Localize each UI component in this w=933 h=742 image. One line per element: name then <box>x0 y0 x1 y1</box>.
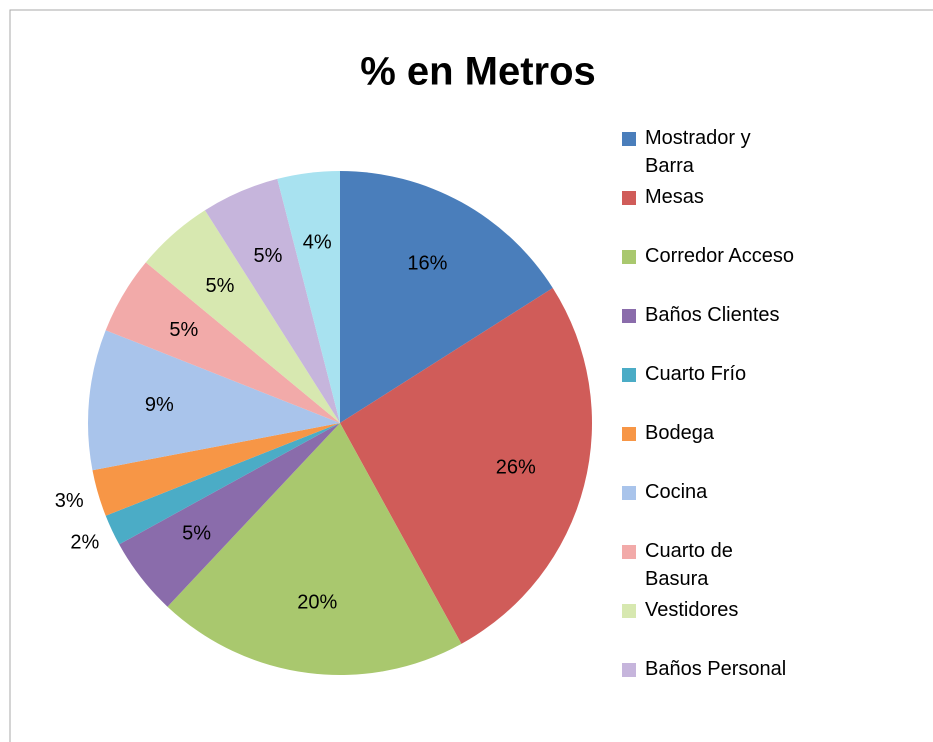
legend-item: Baños Personal <box>622 655 795 683</box>
legend-swatch <box>622 604 636 618</box>
data-label: 5% <box>169 319 198 341</box>
legend-item: Cuarto de Basura <box>622 537 795 593</box>
data-label: 16% <box>407 252 447 274</box>
legend-label: Cuarto de Basura <box>645 540 733 590</box>
pie-slice <box>277 171 340 423</box>
legend-label: Bodega <box>645 422 714 444</box>
legend-swatch <box>622 663 636 677</box>
pie-slice <box>105 262 341 423</box>
legend-label: Baños Personal <box>645 658 787 680</box>
legend-item: Cuarto Frío <box>622 360 795 388</box>
data-label: 26% <box>496 456 536 478</box>
legend-label: Mesas <box>645 186 704 208</box>
legend-swatch <box>622 250 636 264</box>
legend-label: Mostrador y Barra <box>645 127 751 177</box>
legend-swatch <box>622 191 636 205</box>
legend-label: Cuarto Frío <box>645 363 747 385</box>
legend-label: Vestidores <box>645 599 739 621</box>
pie-slice <box>92 423 340 516</box>
frame <box>9 9 933 742</box>
legend-item: Corredor Acceso <box>622 242 795 270</box>
data-label: 5% <box>206 275 235 297</box>
legend-swatch <box>622 427 636 441</box>
legend-swatch <box>622 309 636 323</box>
legend-swatch <box>622 368 636 382</box>
legend-swatch <box>622 486 636 500</box>
legend-item: Cocina <box>622 478 795 506</box>
data-label: 4% <box>303 231 332 253</box>
chart-title: % en Metros <box>360 50 596 94</box>
pie-slice <box>204 178 340 423</box>
data-label: 3% <box>55 490 84 512</box>
legend-item: Mesas <box>622 183 795 211</box>
legend-swatch <box>622 545 636 559</box>
pie-slice <box>119 423 340 607</box>
data-label: 5% <box>253 245 282 267</box>
legend-item: Bodega <box>622 419 795 447</box>
pie-slice <box>145 210 340 423</box>
pie-slice <box>340 287 592 644</box>
legend-label: Cocina <box>645 481 708 503</box>
pie-slice <box>167 423 462 675</box>
pie-slice <box>88 330 340 471</box>
data-label: 5% <box>182 522 211 544</box>
pie-slice <box>105 423 341 545</box>
data-label: 20% <box>297 591 337 613</box>
legend-label: Corredor Acceso <box>645 245 794 267</box>
legend-item: Mostrador y Barra <box>622 124 795 180</box>
data-label: 9% <box>145 394 174 416</box>
legend-item: Baños Clientes <box>622 301 795 329</box>
legend-swatch <box>622 132 636 146</box>
data-label: 2% <box>70 531 99 553</box>
pie-slice <box>340 171 553 423</box>
legend-item: Vestidores <box>622 596 795 624</box>
legend-label: Baños Clientes <box>645 304 780 326</box>
